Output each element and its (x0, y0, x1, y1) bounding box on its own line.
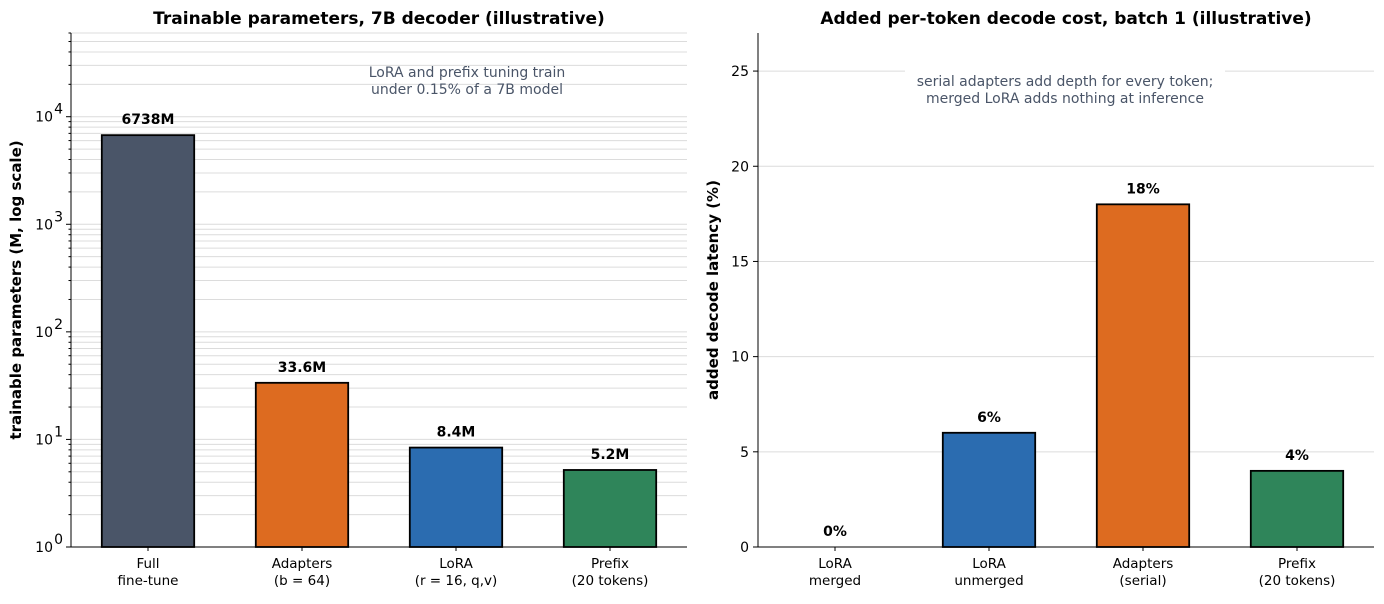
y-tick-label: 10 (731, 350, 749, 366)
annotation-background (905, 69, 1225, 111)
x-tick-label: merged (809, 573, 861, 589)
y-axis-label: trainable parameters (M, log scale) (7, 140, 25, 439)
x-tick-label: LoRA (818, 556, 852, 572)
annotation: under 0.15% of a 7B model (371, 82, 563, 98)
data-label: 33.6M (278, 360, 326, 376)
x-tick-label: Prefix (1278, 556, 1316, 572)
bar (408, 446, 504, 548)
y-tick-label: 5 (740, 445, 749, 461)
bar (941, 431, 1037, 548)
x-tick-label: fine-tune (118, 573, 179, 589)
bar (562, 469, 658, 548)
x-tick-label: LoRA (972, 556, 1006, 572)
x-tick-label: (r = 16, q,v) (415, 573, 498, 589)
y-tick-exponent: 1 (54, 424, 63, 440)
data-label: 18% (1126, 181, 1160, 197)
y-tick-label: 10 (35, 110, 53, 126)
bar (1095, 203, 1191, 548)
data-label: 4% (1285, 448, 1309, 464)
y-tick-exponent: 0 (54, 532, 63, 548)
data-label: 6738M (122, 112, 175, 128)
y-tick-label: 25 (731, 64, 749, 80)
y-tick-label: 20 (731, 159, 749, 175)
annotation: LoRA and prefix tuning train (369, 65, 566, 81)
y-tick-exponent: 2 (54, 317, 63, 333)
y-tick-label: 10 (35, 217, 53, 233)
y-tick-label: 15 (731, 254, 749, 270)
data-label: 5.2M (591, 447, 630, 463)
y-tick-label: 10 (35, 432, 53, 448)
chart-title: Trainable parameters, 7B decoder (illust… (153, 9, 605, 29)
bar (1249, 469, 1345, 548)
x-tick-label: Adapters (1113, 556, 1174, 572)
y-tick-exponent: 3 (54, 209, 63, 225)
data-label: 0% (823, 524, 847, 540)
gridlines (758, 70, 1374, 453)
x-tick-label: (b = 64) (274, 573, 330, 589)
data-label: 8.4M (437, 425, 476, 441)
y-tick-label: 10 (35, 325, 53, 341)
annotation: merged LoRA adds nothing at inference (926, 91, 1204, 107)
x-tick-label: Adapters (272, 556, 333, 572)
x-tick-label: LoRA (439, 556, 473, 572)
y-axis-label: added decode latency (%) (704, 180, 722, 400)
x-tick-label: (20 tokens) (572, 573, 649, 589)
x-tick-label: (serial) (1119, 573, 1166, 589)
bar (254, 381, 350, 548)
x-tick-label: Prefix (591, 556, 629, 572)
chart-title: Added per-token decode cost, batch 1 (il… (820, 9, 1311, 29)
x-tick-label: unmerged (954, 573, 1023, 589)
y-tick-label: 10 (35, 540, 53, 556)
latency-chart: 0%LoRAmerged6%LoRAunmerged18%Adapters(se… (704, 9, 1374, 589)
annotation: serial adapters add depth for every toke… (917, 74, 1214, 90)
data-label: 6% (977, 410, 1001, 426)
y-tick-exponent: 4 (54, 102, 63, 118)
x-tick-label: (20 tokens) (1259, 573, 1336, 589)
bar (100, 134, 196, 548)
y-tick-label: 0 (740, 540, 749, 556)
x-tick-label: Full (136, 556, 159, 572)
